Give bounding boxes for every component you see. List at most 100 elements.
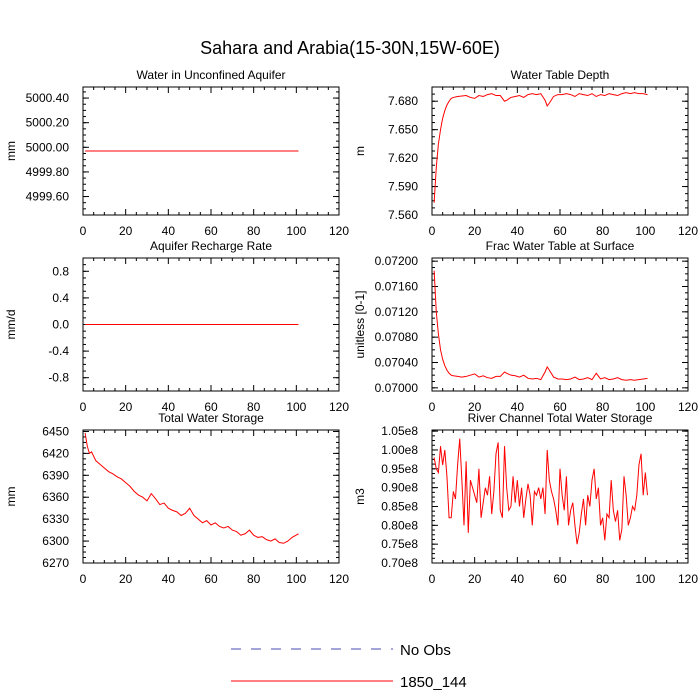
x-tick-label: 60 <box>553 224 567 238</box>
x-tick-label: 80 <box>596 400 610 414</box>
x-tick-label: 40 <box>511 224 525 238</box>
y-tick-label: 0.85e8 <box>381 499 418 513</box>
x-tick-label: 120 <box>329 224 349 238</box>
x-tick-label: 80 <box>596 572 610 586</box>
plot-frame <box>431 86 689 216</box>
y-tick-label: 5000.00 <box>26 140 70 154</box>
x-tick-label: 60 <box>553 400 567 414</box>
y-axis-label: mm/d <box>4 310 18 340</box>
y-tick-label: 4999.80 <box>26 165 70 179</box>
y-tick-label: 6360 <box>42 490 69 504</box>
y-axis-label: m3 <box>353 488 367 505</box>
plot-frame <box>431 257 689 392</box>
panel-river-channel-total-water-storage: River Channel Total Water Storage m3 0 20 40… <box>353 411 698 586</box>
y-tick-label: 7.560 <box>388 208 418 222</box>
y-tick-label: 7.680 <box>388 94 418 108</box>
y-tick-label: 6300 <box>42 534 69 548</box>
y-tick-label: 0.07160 <box>375 280 419 294</box>
x-tick-label: 120 <box>329 400 349 414</box>
y-axis-label: m <box>353 146 367 156</box>
x-tick-label: 40 <box>162 400 176 414</box>
figure-title: Sahara and Arabia(15-30N,15W-60E) <box>200 38 500 58</box>
x-tick-label: 20 <box>468 224 482 238</box>
x-tick-label: 0 <box>80 224 87 238</box>
y-tick-label: 5000.40 <box>26 91 70 105</box>
x-tick-label: 120 <box>678 572 698 586</box>
panel-title: Total Water Storage <box>158 411 264 425</box>
x-tick-label: 40 <box>162 572 176 586</box>
y-tick-label: 0.75e8 <box>381 537 418 551</box>
x-tick-label: 40 <box>511 400 525 414</box>
x-tick-label: 40 <box>511 572 525 586</box>
x-tick-label: 20 <box>468 400 482 414</box>
series-line <box>433 438 648 545</box>
panel-total-water-storage: Total Water Storage mm 0 20 40 60 80 100 120 6450… <box>4 411 349 586</box>
legend: No Obs 1850_144 <box>231 642 467 691</box>
panel-title: Water in Unconfined Aquifer <box>137 68 286 82</box>
y-axis-label: mm <box>4 487 18 507</box>
y-tick-label: -0.4 <box>48 344 69 358</box>
panel-water-in-unconfined-aquifer: Water in Unconfined Aquifer mm 0 20 40 60 80 10… <box>4 68 349 238</box>
x-tick-label: 20 <box>119 572 133 586</box>
series-line <box>433 92 648 203</box>
panel-frac-water-table-at-surface: Frac Water Table at Surface unitless [0-1… <box>353 239 698 414</box>
y-axis-label: unitless [0-1] <box>353 290 367 358</box>
x-tick-label: 60 <box>553 572 567 586</box>
y-tick-label: 0.07200 <box>375 254 419 268</box>
panel-title: Aquifer Recharge Rate <box>150 239 272 253</box>
y-tick-label: 6420 <box>42 446 69 460</box>
y-tick-label: 0.07000 <box>375 381 419 395</box>
panel-title: Frac Water Table at Surface <box>486 239 635 253</box>
y-tick-label: 0.07080 <box>375 330 419 344</box>
y-tick-label: 1.05e8 <box>381 424 418 438</box>
y-tick-label: 0.95e8 <box>381 462 418 476</box>
x-tick-label: 60 <box>204 400 218 414</box>
panel-title: Water Table Depth <box>511 68 610 82</box>
y-tick-label: 0.80e8 <box>381 518 418 532</box>
plot-frame <box>431 429 689 564</box>
x-tick-label: 100 <box>286 572 306 586</box>
y-axis-label: mm <box>4 141 18 161</box>
x-tick-label: 80 <box>596 224 610 238</box>
x-tick-label: 0 <box>80 400 87 414</box>
legend-label-no-obs: No Obs <box>400 642 451 659</box>
x-tick-label: 20 <box>119 400 133 414</box>
series-line <box>433 270 648 381</box>
x-tick-label: 120 <box>678 224 698 238</box>
x-tick-label: 80 <box>247 400 261 414</box>
y-tick-label: 0.07040 <box>375 356 419 370</box>
x-tick-label: 0 <box>80 572 87 586</box>
y-tick-label: 7.650 <box>388 123 418 137</box>
panel-title: River Channel Total Water Storage <box>468 411 653 425</box>
y-tick-label: 6270 <box>42 556 69 570</box>
x-tick-label: 20 <box>468 572 482 586</box>
x-tick-label: 80 <box>247 572 261 586</box>
y-tick-label: 7.590 <box>388 180 418 194</box>
x-tick-label: 100 <box>635 224 655 238</box>
x-tick-label: 0 <box>429 224 436 238</box>
x-tick-label: 100 <box>635 572 655 586</box>
x-tick-label: 120 <box>678 400 698 414</box>
y-tick-label: 4999.60 <box>26 190 70 204</box>
y-tick-label: 7.620 <box>388 151 418 165</box>
panel-water-table-depth: Water Table Depth m 0 20 40 60 80 100 120 7.680 7.… <box>353 68 698 238</box>
y-tick-label: 0.0 <box>52 318 69 332</box>
x-tick-label: 100 <box>286 400 306 414</box>
x-tick-label: 60 <box>204 572 218 586</box>
x-tick-label: 0 <box>429 400 436 414</box>
y-tick-label: 0.07120 <box>375 305 419 319</box>
x-tick-label: 20 <box>119 224 133 238</box>
y-tick-label: 6450 <box>42 424 69 438</box>
y-tick-label: 6330 <box>42 512 69 526</box>
x-tick-label: 120 <box>329 572 349 586</box>
plot-frame <box>82 429 340 564</box>
x-tick-label: 60 <box>204 224 218 238</box>
y-tick-label: 6390 <box>42 468 69 482</box>
y-tick-label: 5000.20 <box>26 116 70 130</box>
x-tick-label: 100 <box>286 224 306 238</box>
series-line <box>84 432 299 544</box>
x-tick-label: 80 <box>247 224 261 238</box>
y-tick-label: 1.00e8 <box>381 443 418 457</box>
panels: Water in Unconfined Aquifer mm 0 20 40 60 80 10… <box>4 68 698 586</box>
